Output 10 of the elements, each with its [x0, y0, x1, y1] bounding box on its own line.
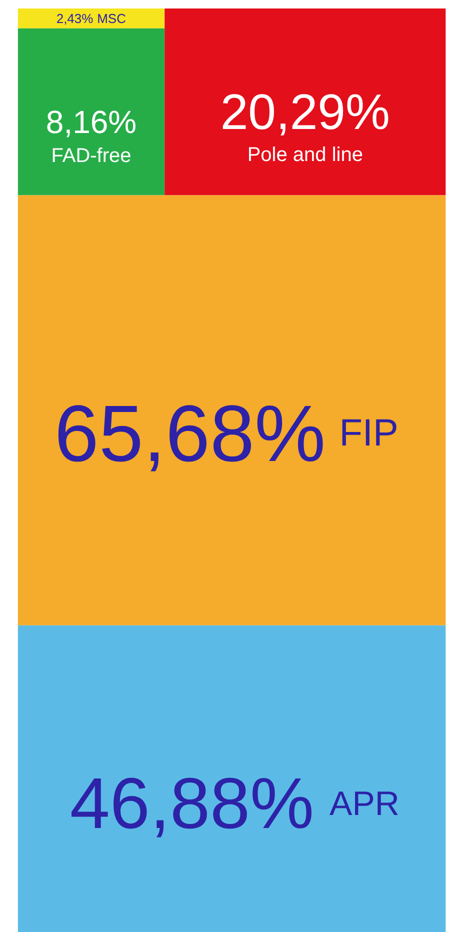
data-label: 20,29% — [220, 84, 390, 140]
data-label: 46,88% — [70, 764, 314, 844]
category-label: MSC — [97, 10, 126, 26]
category-label: FAD-free — [51, 144, 132, 167]
data-label: 65,68% — [54, 388, 326, 478]
data-label: 8,16% — [46, 104, 137, 140]
category-label: Pole and line — [247, 144, 363, 166]
data-label: 2,43% — [56, 10, 94, 26]
category-label: FIP — [339, 412, 398, 454]
category-label: APR — [330, 784, 400, 823]
